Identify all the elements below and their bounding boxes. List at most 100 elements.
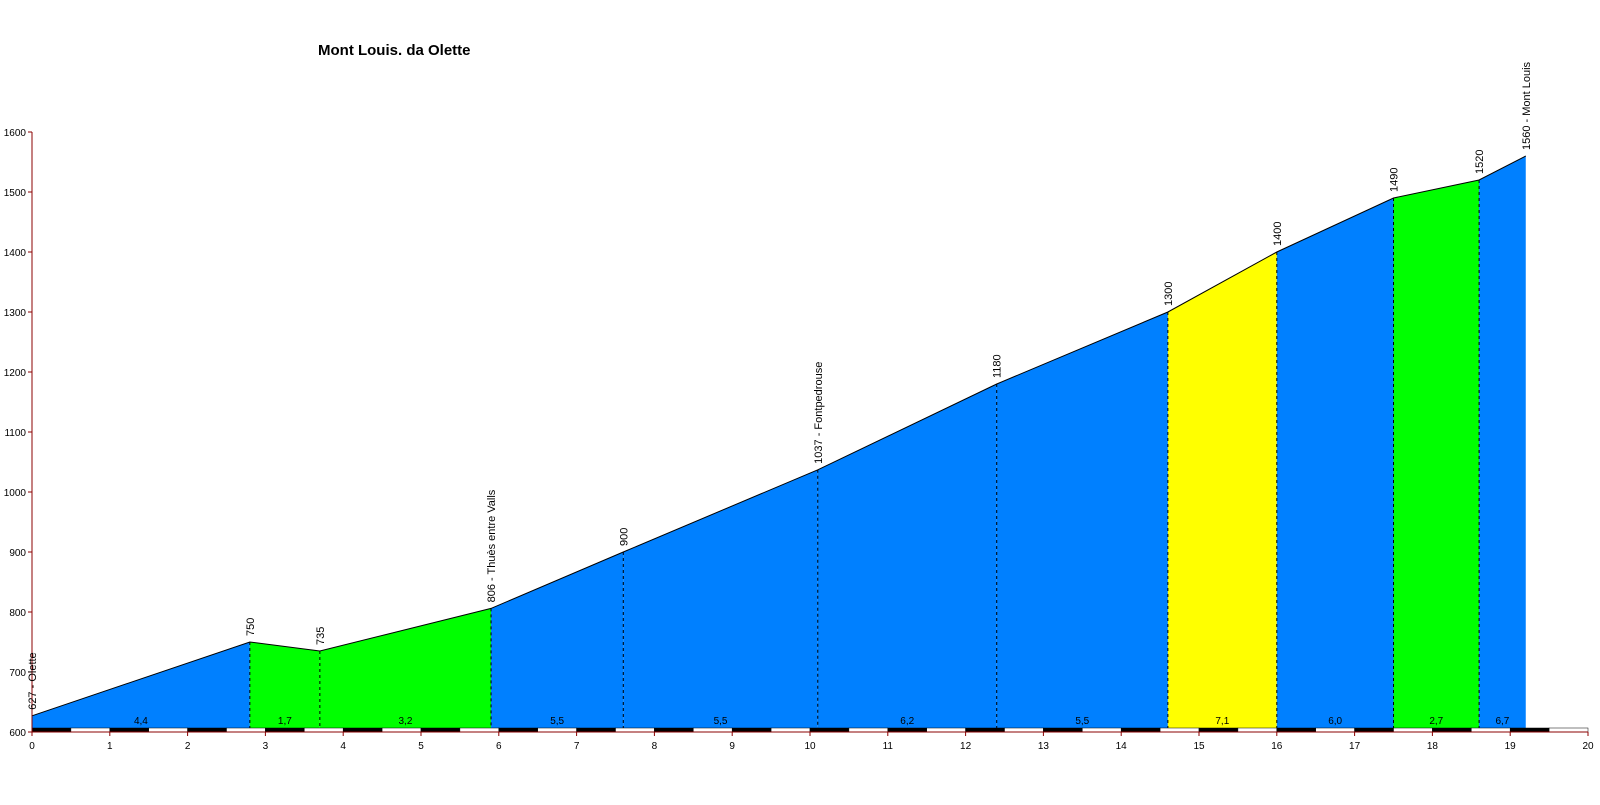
scale-bar-block bbox=[654, 727, 694, 733]
scale-bar-block bbox=[459, 727, 500, 733]
scale-bar-block bbox=[887, 727, 927, 733]
scale-bar-block bbox=[342, 727, 383, 733]
segment-gradient-label: 1,7 bbox=[278, 716, 292, 727]
scale-bar-block bbox=[965, 727, 1005, 733]
scale-bar-block bbox=[381, 727, 422, 733]
y-tick-label: 1000 bbox=[4, 488, 27, 499]
distance-marker-lines bbox=[249, 180, 1480, 731]
x-tick-label: 7 bbox=[574, 741, 580, 752]
x-tick-label: 2 bbox=[185, 741, 191, 752]
x-tick-label: 19 bbox=[1505, 741, 1517, 752]
scale-bar-block bbox=[770, 727, 811, 733]
scale-bar-block bbox=[1354, 727, 1394, 733]
scale-bar-block bbox=[1159, 727, 1200, 733]
profile-segment bbox=[623, 469, 818, 732]
x-tick-label: 1 bbox=[107, 741, 113, 752]
y-tick-label: 600 bbox=[9, 728, 26, 739]
x-tick-label: 15 bbox=[1193, 741, 1205, 752]
scale-bar-block bbox=[1237, 727, 1278, 733]
scale-bar-block bbox=[265, 727, 305, 733]
scale-bar-block bbox=[731, 727, 772, 733]
scale-bar-block bbox=[926, 727, 966, 733]
profile-outline bbox=[31, 155, 1526, 717]
segment-gradient-label: 3,2 bbox=[398, 716, 412, 727]
profile-segment bbox=[817, 384, 997, 732]
segment-gradient-label: 2,7 bbox=[1429, 716, 1443, 727]
x-tick-label: 0 bbox=[29, 741, 35, 752]
point-elevation-label: 1300 bbox=[1163, 282, 1175, 306]
scale-bar-block bbox=[226, 727, 266, 733]
profile-segment bbox=[249, 642, 320, 732]
segment-gradient-label: 6,7 bbox=[1495, 716, 1509, 727]
scale-bar-block bbox=[576, 727, 616, 733]
x-tick-label: 13 bbox=[1038, 741, 1050, 752]
distance-scale-bar: 4,4 1,7 3,2 5,5 5,5 6,2 5,5 7,1 6,0 2,7 6,7 bbox=[31, 716, 1589, 733]
scale-bar-block bbox=[615, 727, 655, 733]
scale-bar-block bbox=[1432, 727, 1472, 733]
x-tick-label: 4 bbox=[340, 741, 346, 752]
scale-bar-block bbox=[1471, 727, 1511, 733]
scale-bar-block bbox=[70, 727, 111, 733]
profile-area-group bbox=[32, 156, 1526, 732]
x-tick-label: 20 bbox=[1582, 741, 1594, 752]
y-tick-label: 1200 bbox=[4, 368, 27, 379]
axes-group: 6007008009001000110012001300140015001600… bbox=[4, 128, 1594, 752]
x-tick-label: 17 bbox=[1349, 741, 1361, 752]
point-elevation-label: 1520 bbox=[1474, 150, 1486, 174]
x-tick-label: 5 bbox=[418, 741, 424, 752]
scale-bar-block bbox=[187, 727, 227, 733]
profile-segment bbox=[996, 312, 1168, 732]
point-elevation-label: 627 - Olette bbox=[27, 652, 39, 709]
scale-bar-block bbox=[148, 727, 188, 733]
y-tick-label: 1100 bbox=[4, 428, 26, 439]
x-tick-label: 6 bbox=[496, 741, 502, 752]
point-labels: 627 - Olette 750 735 806 - Thuès entre Vall… bbox=[27, 61, 1533, 709]
x-tick-label: 10 bbox=[804, 741, 816, 752]
x-tick-label: 3 bbox=[263, 741, 269, 752]
scale-bar-block bbox=[693, 727, 733, 733]
point-elevation-label: 1400 bbox=[1272, 222, 1284, 246]
x-tick-label: 18 bbox=[1427, 741, 1439, 752]
scale-bar-block bbox=[1393, 727, 1433, 733]
profile-segment bbox=[1276, 198, 1394, 732]
y-tick-label: 800 bbox=[9, 608, 26, 619]
scale-bar-block bbox=[420, 727, 461, 733]
y-tick-label: 1500 bbox=[4, 188, 27, 199]
scale-bar-block bbox=[848, 727, 889, 733]
y-tick-label: 700 bbox=[9, 668, 26, 679]
segment-gradient-label: 4,4 bbox=[134, 716, 148, 727]
point-elevation-label: 1560 - Mont Louis bbox=[1521, 61, 1533, 150]
point-elevation-label: 1037 - Fontpedrouse bbox=[813, 362, 825, 464]
y-tick-label: 1600 bbox=[4, 128, 27, 139]
segment-gradient-label: 6,0 bbox=[1328, 716, 1342, 727]
segment-gradient-label: 5,5 bbox=[550, 716, 564, 727]
scale-bar-block bbox=[809, 727, 850, 733]
scale-bar-block bbox=[537, 727, 577, 733]
point-elevation-label: 900 bbox=[618, 528, 630, 546]
scale-bar-block bbox=[1004, 727, 1044, 733]
x-tick-label: 11 bbox=[883, 741, 894, 752]
segment-gradient-label: 6,2 bbox=[900, 716, 914, 727]
scale-bar-block bbox=[31, 727, 72, 733]
profile-segment bbox=[1167, 252, 1277, 732]
scale-bar-block bbox=[1315, 727, 1355, 733]
x-tick-label: 12 bbox=[960, 741, 972, 752]
point-elevation-label: 806 - Thuès entre Valls bbox=[486, 489, 498, 602]
scale-bar-block bbox=[1120, 727, 1161, 733]
point-elevation-label: 1180 bbox=[992, 354, 1004, 378]
point-elevation-label: 750 bbox=[245, 618, 257, 636]
x-tick-label: 16 bbox=[1271, 741, 1283, 752]
profile-segment bbox=[1479, 156, 1526, 732]
segment-gradient-label: 5,5 bbox=[1075, 716, 1089, 727]
x-tick-label: 9 bbox=[729, 741, 735, 752]
scale-bar-block bbox=[1548, 727, 1589, 733]
point-elevation-label: 1490 bbox=[1389, 168, 1401, 192]
scale-bar-block bbox=[1509, 727, 1550, 733]
profile-segment bbox=[491, 552, 624, 732]
x-tick-label: 8 bbox=[652, 741, 658, 752]
segment-gradient-label: 7,1 bbox=[1215, 716, 1229, 727]
scale-bar-block bbox=[1082, 727, 1122, 733]
scale-bar-block bbox=[498, 727, 538, 733]
y-tick-label: 900 bbox=[9, 548, 26, 559]
